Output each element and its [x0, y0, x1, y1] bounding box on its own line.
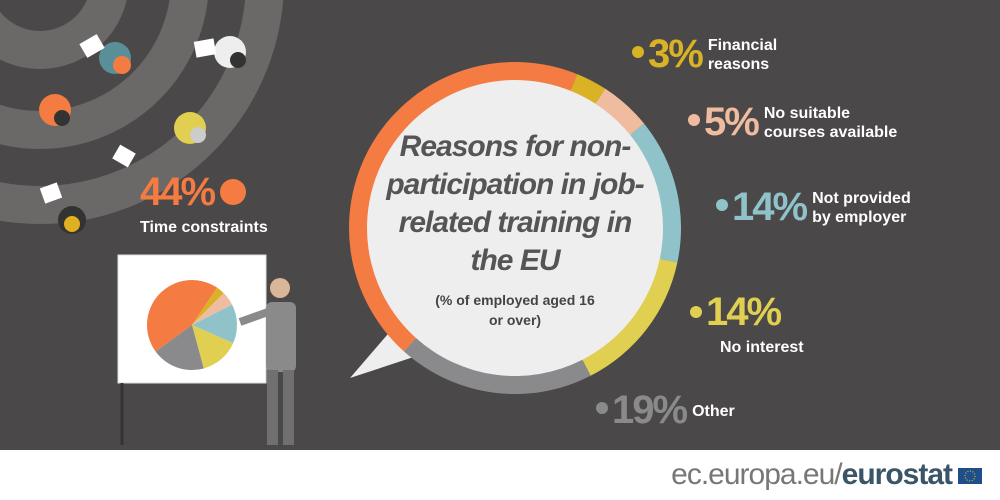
source-brand: eurostat	[841, 458, 953, 491]
label: 44% Time constraints	[140, 170, 268, 237]
category-label: No interest	[720, 339, 804, 356]
label: 5% No suitable courses available	[688, 100, 909, 144]
mini-pie-slice	[147, 280, 218, 352]
legend-dot	[220, 179, 247, 205]
label-row: 14%	[690, 290, 804, 334]
donut-segment	[582, 258, 678, 376]
mini-pie-slice	[192, 304, 238, 344]
decor-arcs	[0, 0, 284, 224]
mini-pie-slice	[192, 325, 234, 369]
mini-pie-slice	[155, 325, 204, 370]
chart	[0, 0, 681, 445]
value-label: 3%	[648, 32, 704, 76]
category-label: Other	[692, 403, 735, 420]
value-label: 19%	[612, 388, 688, 432]
value-label: 44%	[140, 170, 216, 214]
donut	[349, 62, 681, 394]
decor-people	[39, 34, 246, 234]
value-label: 5%	[704, 100, 760, 144]
chart-title: Reasons for non-participation in job-rel…	[386, 130, 644, 277]
legend-dot	[596, 402, 608, 414]
label: 14% No interest	[690, 290, 804, 357]
donut-segment	[570, 74, 606, 104]
presenter	[238, 278, 296, 445]
speech-bubble	[350, 78, 665, 378]
source-domain: ec.europa.eu/	[671, 458, 842, 491]
mini-pie-slice	[192, 293, 233, 325]
footer: ec.europa.eu/eurostat	[0, 450, 1000, 500]
donut-segment	[630, 123, 681, 263]
legend-dot	[632, 46, 644, 58]
category-label: Not provided by employer	[812, 190, 911, 226]
value-label: 14%	[706, 290, 782, 334]
chart-subtitle: (% of employed aged 16 or over)	[435, 292, 595, 328]
donut-segment	[595, 88, 645, 136]
donut-segment	[403, 337, 591, 394]
label: 14% Not provided by employer	[716, 185, 922, 229]
label: 19% Other	[596, 388, 735, 432]
mini-pie-slice	[192, 287, 224, 325]
category-label: Financial reasons	[707, 37, 778, 73]
category-label: Time constraints	[140, 219, 268, 236]
legend-dot	[688, 114, 700, 126]
value-label: 14%	[732, 185, 808, 229]
legend-dot	[716, 199, 728, 211]
label: 3% Financial reasons	[632, 32, 788, 76]
legend-dot	[690, 306, 702, 318]
label-row: 44%	[140, 170, 268, 214]
category-label: No suitable courses available	[763, 105, 898, 141]
mini-pie	[147, 280, 238, 370]
eu-flag	[958, 468, 982, 484]
source: ec.europa.eu/eurostat	[671, 458, 953, 492]
